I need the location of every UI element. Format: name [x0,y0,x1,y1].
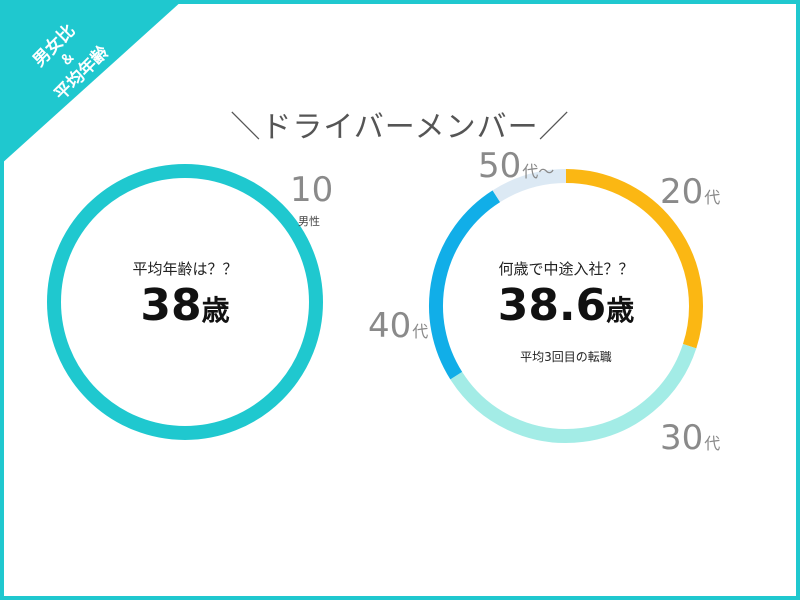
average-age-unit: 歳 [201,294,230,327]
right-donut [429,169,703,443]
label-30s-suffix: 代 [704,434,721,453]
male-count: 10 [290,170,334,210]
join-age-value: 38.6 [497,280,607,331]
donut-slice-男性 [47,164,323,440]
label-40s-num: 40 [368,306,412,346]
donut-slice-2 [429,190,501,380]
left-donut [47,164,323,440]
label-20s-num: 20 [660,172,704,212]
average-age-value: 38 [140,280,202,331]
label-20s-suffix: 代 [704,188,721,207]
corner-ribbon [0,0,183,165]
label-30s-num: 30 [660,418,704,458]
donut-slice-3 [492,169,567,203]
label-50s: 50代～ [478,146,554,186]
headline: ＼ドライバーメンバー／ [230,110,570,145]
left-value: 38歳 [85,280,285,331]
right-value: 38.6歳 [446,280,686,331]
label-40s: 40代 [368,306,428,346]
label-40s-suffix: 代 [412,322,429,341]
left-question: 平均年齢は？？ [132,260,238,278]
male-count-label: 男性 [298,215,320,228]
label-50s-suffix: 代～ [522,162,555,181]
donut-slice-0 [565,169,703,349]
label-30s: 30代 [660,418,720,458]
label-50s-num: 50 [478,146,522,186]
label-20s: 20代 [660,172,720,212]
donut-slice-1 [450,344,697,443]
right-question: 何歳で中途入社？？ [498,260,634,278]
right-note: 平均3回目の転職 [520,350,612,364]
join-age-unit: 歳 [606,294,635,327]
